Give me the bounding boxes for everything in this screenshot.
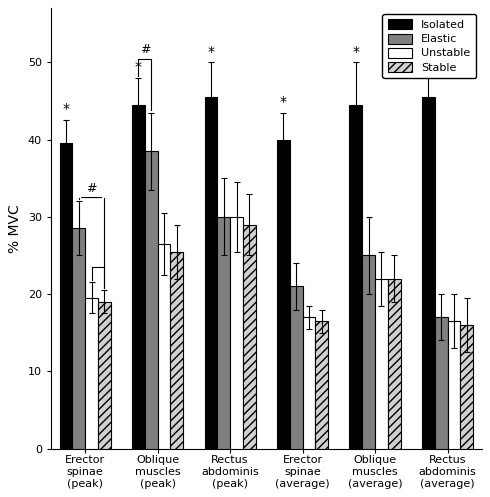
Bar: [73, 229, 85, 448]
Text: #: #: [140, 43, 150, 56]
Text: *: *: [135, 60, 142, 74]
Bar: [349, 105, 362, 448]
Bar: [230, 217, 243, 448]
Bar: [85, 298, 98, 448]
Bar: [158, 244, 171, 448]
Bar: [145, 151, 158, 448]
Bar: [422, 97, 435, 448]
Bar: [303, 317, 316, 448]
Bar: [60, 144, 73, 448]
Bar: [277, 140, 290, 448]
Bar: [375, 279, 388, 448]
Bar: [435, 317, 447, 448]
Bar: [388, 279, 401, 448]
Bar: [316, 321, 328, 448]
Bar: [132, 105, 145, 448]
Text: *: *: [425, 60, 432, 74]
Text: *: *: [352, 45, 359, 59]
Bar: [243, 225, 256, 448]
Text: *: *: [207, 45, 215, 59]
Bar: [218, 217, 230, 448]
Bar: [447, 321, 460, 448]
Text: #: #: [86, 182, 97, 195]
Legend: Isolated, Elastic, Unstable, Stable: Isolated, Elastic, Unstable, Stable: [382, 14, 476, 78]
Y-axis label: % MVC: % MVC: [8, 204, 23, 253]
Text: *: *: [62, 102, 70, 116]
Bar: [290, 286, 303, 448]
Bar: [460, 325, 473, 448]
Bar: [98, 302, 111, 448]
Text: *: *: [280, 95, 287, 109]
Bar: [362, 255, 375, 448]
Bar: [204, 97, 218, 448]
Bar: [171, 251, 183, 448]
